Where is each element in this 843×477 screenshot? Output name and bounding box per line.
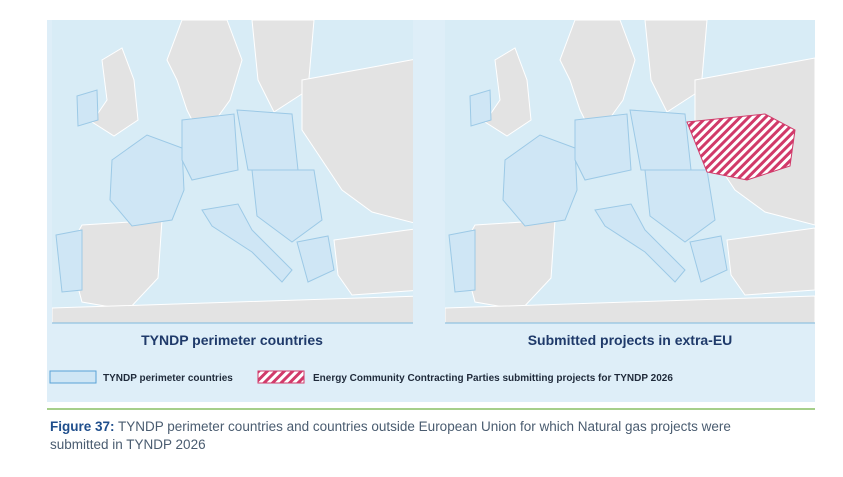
map-left bbox=[52, 20, 413, 323]
legend-label: Energy Community Contracting Parties sub… bbox=[313, 373, 673, 384]
figure: TYNDP perimeter countries Submitted proj… bbox=[47, 20, 815, 410]
map-right bbox=[445, 20, 815, 323]
caption-text: TYNDP perimeter countries and countries … bbox=[50, 419, 731, 452]
legend-swatch bbox=[257, 370, 305, 384]
hatched-region bbox=[686, 113, 796, 181]
legend-swatch bbox=[49, 370, 97, 384]
caption-label: Figure 37: bbox=[50, 419, 115, 434]
map-title: Submitted projects in extra-EU bbox=[528, 332, 733, 348]
map-title: TYNDP perimeter countries bbox=[141, 332, 323, 348]
caption: Figure 37: TYNDP perimeter countries and… bbox=[50, 418, 790, 454]
legend-label: TYNDP perimeter countries bbox=[103, 373, 233, 384]
